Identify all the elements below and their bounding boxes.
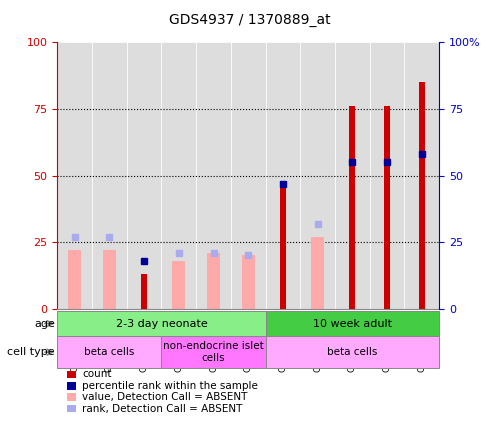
Text: 10 week adult: 10 week adult <box>313 319 392 329</box>
Bar <box>419 82 425 309</box>
Text: percentile rank within the sample: percentile rank within the sample <box>82 381 258 391</box>
Bar <box>57 42 92 309</box>
Bar <box>370 42 404 309</box>
Bar <box>207 253 220 309</box>
Bar <box>242 255 255 309</box>
Text: cell type: cell type <box>7 347 55 357</box>
Bar <box>311 237 324 309</box>
Text: count: count <box>82 369 112 379</box>
Bar <box>103 250 116 309</box>
Text: non-endocrine islet
cells: non-endocrine islet cells <box>163 341 264 363</box>
Bar <box>141 274 147 309</box>
Bar <box>68 250 81 309</box>
Text: beta cells: beta cells <box>327 347 378 357</box>
Bar <box>57 311 265 336</box>
Bar <box>57 336 162 368</box>
Bar <box>127 42 162 309</box>
Bar <box>196 42 231 309</box>
Bar <box>265 336 439 368</box>
Bar <box>162 336 265 368</box>
Bar <box>384 106 390 309</box>
Text: rank, Detection Call = ABSENT: rank, Detection Call = ABSENT <box>82 404 243 414</box>
Bar <box>231 42 265 309</box>
Text: GDS4937 / 1370889_at: GDS4937 / 1370889_at <box>169 13 330 27</box>
Bar <box>335 42 370 309</box>
Text: value, Detection Call = ABSENT: value, Detection Call = ABSENT <box>82 392 248 402</box>
Bar <box>162 42 196 309</box>
Bar <box>300 42 335 309</box>
Text: age: age <box>34 319 55 329</box>
Text: 2-3 day neonate: 2-3 day neonate <box>116 319 208 329</box>
Bar <box>265 311 439 336</box>
Bar <box>92 42 127 309</box>
Bar <box>172 261 186 309</box>
Bar <box>265 42 300 309</box>
Bar <box>280 186 286 309</box>
Text: beta cells: beta cells <box>84 347 135 357</box>
Bar <box>349 106 355 309</box>
Bar <box>404 42 439 309</box>
